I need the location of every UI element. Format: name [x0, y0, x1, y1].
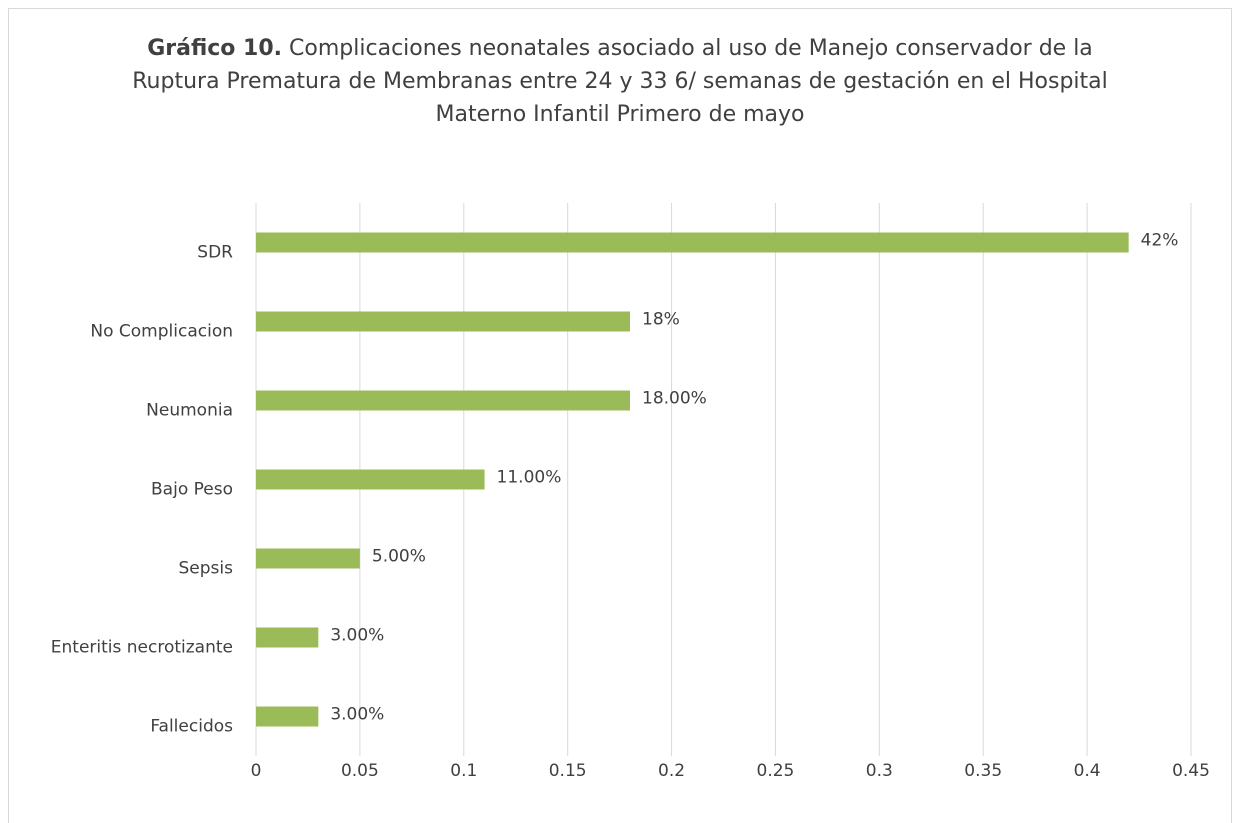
x-tick-label: 0.1	[450, 761, 477, 781]
bar	[256, 548, 360, 569]
chart-border	[8, 8, 1232, 823]
x-tick-label: 0.05	[341, 761, 379, 781]
x-tick-label: 0.2	[658, 761, 685, 781]
x-tick-label: 0	[251, 761, 262, 781]
data-label: 11.00%	[497, 468, 562, 488]
chart-title: Gráfico 10. Complicaciones neonatales as…	[130, 32, 1110, 131]
data-label: 18%	[642, 310, 680, 330]
x-tick-label: 0.45	[1172, 761, 1210, 781]
x-tick-label: 0.4	[1074, 761, 1101, 781]
title-text: Complicaciones neonatales asociado al us…	[132, 36, 1108, 127]
bar	[256, 390, 630, 411]
x-tick-label: 0.15	[549, 761, 587, 781]
y-tick-label: Sepsis	[179, 559, 234, 579]
bar	[256, 232, 1129, 253]
data-label: 18.00%	[642, 389, 707, 409]
data-label: 5.00%	[372, 547, 426, 567]
x-tick-label: 0.3	[866, 761, 893, 781]
y-tick-label: Bajo Peso	[151, 480, 233, 500]
y-tick-label: No Complicacion	[90, 322, 233, 342]
title-label: Gráfico 10.	[147, 36, 283, 61]
y-tick-label: SDR	[197, 243, 233, 263]
y-tick-label: Fallecidos	[150, 717, 233, 737]
data-label: 42%	[1141, 231, 1179, 251]
x-tick-label: 0.25	[757, 761, 795, 781]
y-tick-label: Neumonia	[146, 401, 233, 421]
x-tick-label: 0.35	[964, 761, 1002, 781]
y-tick-label: Enteritis necrotizante	[51, 638, 233, 658]
data-label: 3.00%	[330, 705, 384, 725]
data-label: 3.00%	[330, 626, 384, 646]
bar	[256, 706, 319, 727]
bar	[256, 469, 485, 490]
bar	[256, 627, 319, 648]
bar	[256, 311, 630, 332]
